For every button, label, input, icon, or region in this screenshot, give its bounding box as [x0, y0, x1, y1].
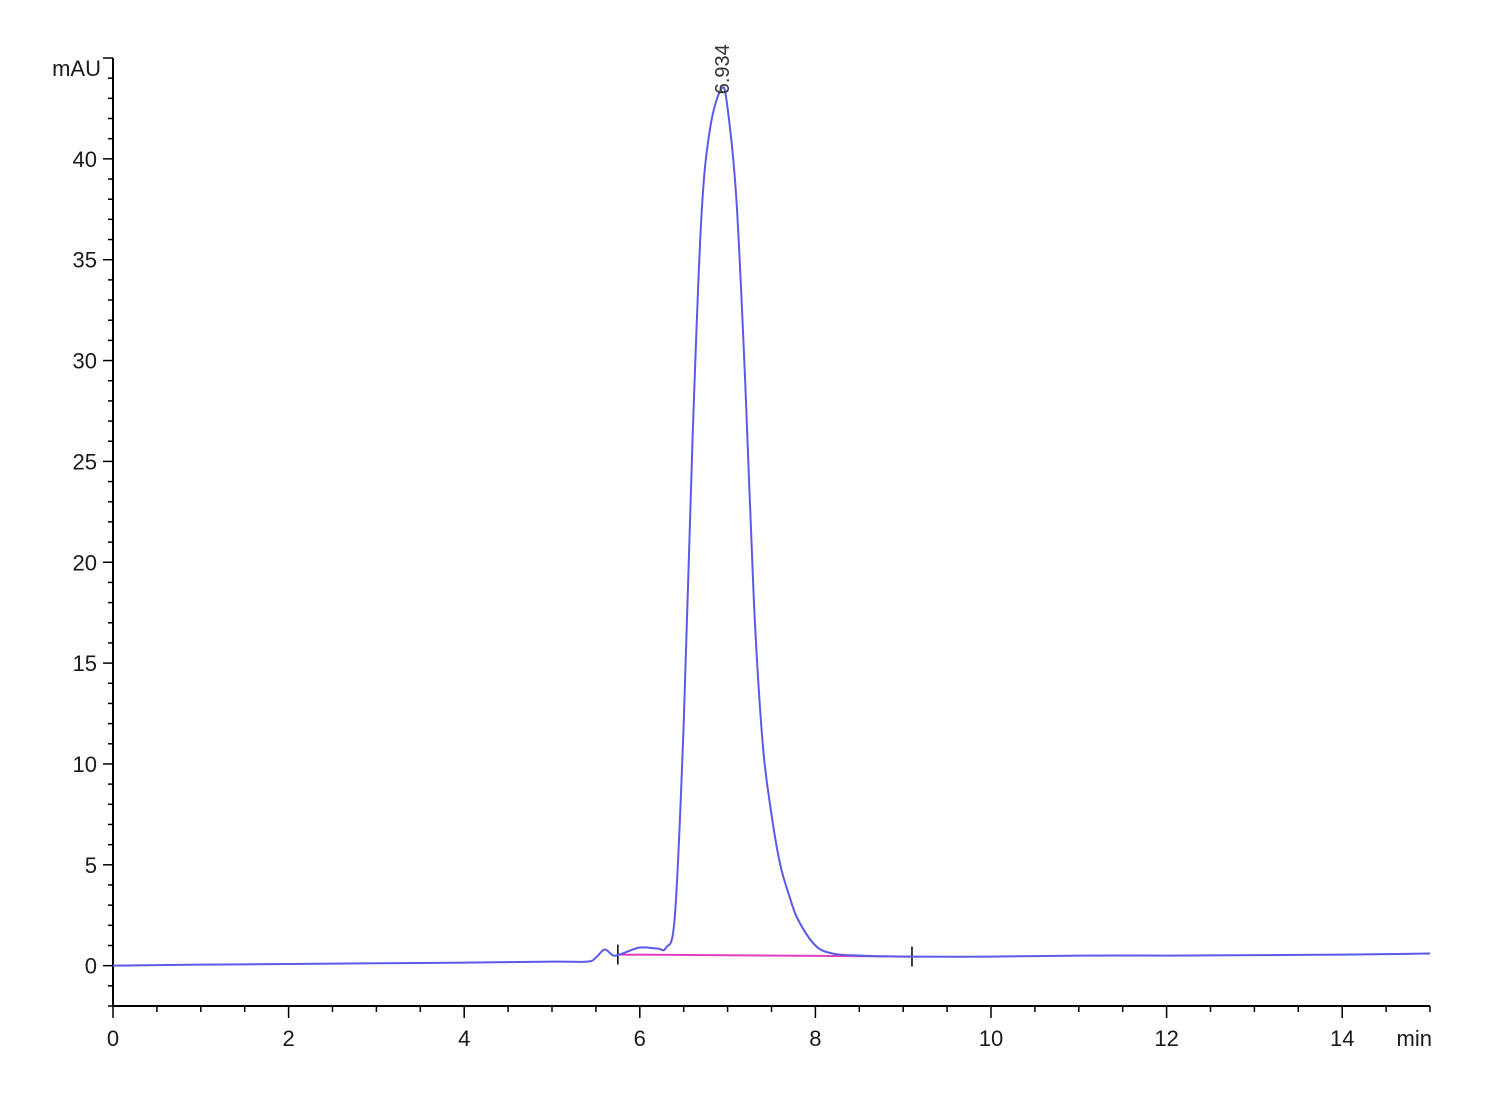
chromatogram-trace	[112, 86, 1431, 967]
peak-retention-label: 6.934	[712, 44, 734, 94]
x-tick-label: 4	[458, 1026, 470, 1051]
tick-labels: 0 5 10 15 20 25 30 35 40 0 2 4 6 8 10 12 14 mAU min	[52, 56, 1432, 1051]
y-tick-label: 5	[85, 853, 97, 878]
y-unit-label: mAU	[52, 56, 101, 81]
x-tick-label: 12	[1154, 1026, 1178, 1051]
plot-area: 6.934	[112, 44, 1431, 967]
x-tick-label: 14	[1330, 1026, 1354, 1051]
y-tick-label: 10	[73, 752, 97, 777]
y-tick-label: 30	[73, 349, 97, 374]
y-tick-label: 40	[73, 147, 97, 172]
x-unit-label: min	[1397, 1026, 1432, 1051]
y-tick-label: 25	[73, 449, 97, 474]
y-tick-label: 15	[73, 651, 97, 676]
x-tick-label: 10	[979, 1026, 1003, 1051]
axes	[112, 58, 1430, 1007]
ticks	[103, 57, 1431, 1018]
x-tick-label: 8	[809, 1026, 821, 1051]
x-tick-label: 6	[634, 1026, 646, 1051]
x-tick-label: 0	[107, 1026, 119, 1051]
y-tick-label: 0	[85, 954, 97, 979]
y-tick-label: 35	[73, 248, 97, 273]
y-tick-label: 20	[73, 550, 97, 575]
x-tick-label: 2	[282, 1026, 294, 1051]
